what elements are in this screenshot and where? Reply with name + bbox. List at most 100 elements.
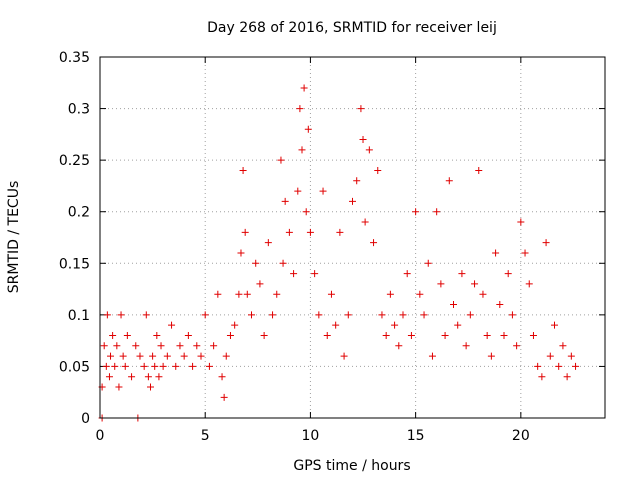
plot-frame — [99, 56, 606, 419]
x-tick-label: 15 — [407, 428, 425, 444]
data-point — [403, 270, 411, 278]
x-tick-label: 10 — [302, 428, 320, 444]
data-point — [479, 290, 487, 298]
data-point — [450, 301, 457, 309]
data-point — [189, 362, 197, 370]
data-point — [458, 270, 466, 278]
data-point — [513, 342, 521, 350]
data-point — [349, 197, 356, 205]
x-axis-label: GPS time / hours — [293, 458, 410, 474]
x-tick-label: 5 — [201, 428, 210, 444]
data-point — [521, 249, 529, 257]
data-point — [475, 166, 483, 174]
x-tick-label: 0 — [96, 428, 105, 444]
data-point — [441, 331, 449, 339]
data-point — [205, 362, 213, 370]
data-point — [105, 373, 113, 381]
data-point — [159, 362, 167, 370]
x-tick-label: 20 — [512, 428, 530, 444]
data-point — [128, 373, 136, 381]
data-point — [471, 280, 479, 288]
data-point — [226, 331, 234, 339]
data-point — [168, 321, 176, 329]
data-point — [466, 311, 474, 319]
data-point — [140, 362, 148, 370]
data-point — [572, 362, 580, 370]
data-point — [201, 311, 209, 319]
data-point — [496, 301, 504, 309]
data-point — [100, 342, 108, 350]
data-point — [353, 177, 361, 185]
data-point — [285, 228, 293, 236]
data-point — [184, 331, 192, 339]
y-tick-label: 0.15 — [59, 256, 90, 272]
data-point — [567, 352, 575, 360]
data-point — [214, 290, 222, 298]
data-point — [508, 311, 516, 319]
data-point — [332, 321, 340, 329]
grid — [100, 57, 605, 418]
data-point — [433, 208, 441, 216]
data-point — [344, 311, 352, 319]
data-point — [294, 187, 302, 195]
data-point — [306, 228, 314, 236]
data-point — [273, 290, 281, 298]
data-point — [115, 383, 123, 391]
data-point — [241, 228, 249, 236]
data-point — [454, 321, 462, 329]
data-point — [151, 362, 159, 370]
y-tick-label: 0.1 — [68, 308, 90, 324]
data-point — [420, 311, 428, 319]
data-point — [500, 331, 508, 339]
data-point — [155, 373, 163, 381]
data-point — [302, 208, 310, 216]
data-point — [534, 362, 542, 370]
data-point — [517, 218, 525, 226]
data-point — [149, 352, 157, 360]
data-point — [172, 362, 180, 370]
data-point — [412, 208, 420, 216]
data-point — [117, 311, 125, 319]
data-point — [121, 362, 129, 370]
data-point — [529, 331, 537, 339]
data-point — [462, 342, 470, 350]
data-point — [563, 373, 571, 381]
axis-ticks: 0 5 10 15 20 0 0.05 0.1 0.15 0.2 0.25 0.3 0.35 — [59, 50, 605, 444]
data-point — [269, 311, 277, 319]
data-point — [315, 311, 323, 319]
data-point — [103, 311, 111, 319]
data-point — [231, 321, 239, 329]
data-point — [424, 259, 432, 267]
y-tick-label: 0.35 — [59, 50, 90, 66]
data-point — [277, 156, 285, 164]
data-point — [386, 290, 394, 298]
data-point — [256, 280, 264, 288]
data-point — [153, 331, 161, 339]
data-point — [109, 331, 117, 339]
data-point — [220, 393, 228, 401]
data-point — [395, 342, 403, 350]
data-point — [559, 342, 567, 350]
data-point — [136, 352, 144, 360]
data-point — [279, 259, 287, 267]
y-tick-label: 0.2 — [68, 205, 90, 221]
data-point — [378, 311, 386, 319]
data-point — [248, 311, 255, 319]
data-point — [551, 321, 558, 329]
data-point — [260, 331, 268, 339]
chart-title: Day 268 of 2016, SRMTID for receiver lei… — [207, 20, 497, 36]
data-point — [119, 352, 127, 360]
y-tick-label: 0.05 — [59, 359, 90, 375]
data-point — [235, 290, 243, 298]
data-point — [428, 352, 436, 360]
data-point — [382, 331, 390, 339]
data-point — [361, 218, 369, 226]
data-point — [374, 166, 382, 174]
data-point — [357, 105, 365, 113]
data-point — [218, 373, 226, 381]
data-point — [370, 239, 378, 247]
data-point — [327, 290, 335, 298]
data-point — [237, 249, 245, 257]
data-point — [252, 259, 260, 267]
